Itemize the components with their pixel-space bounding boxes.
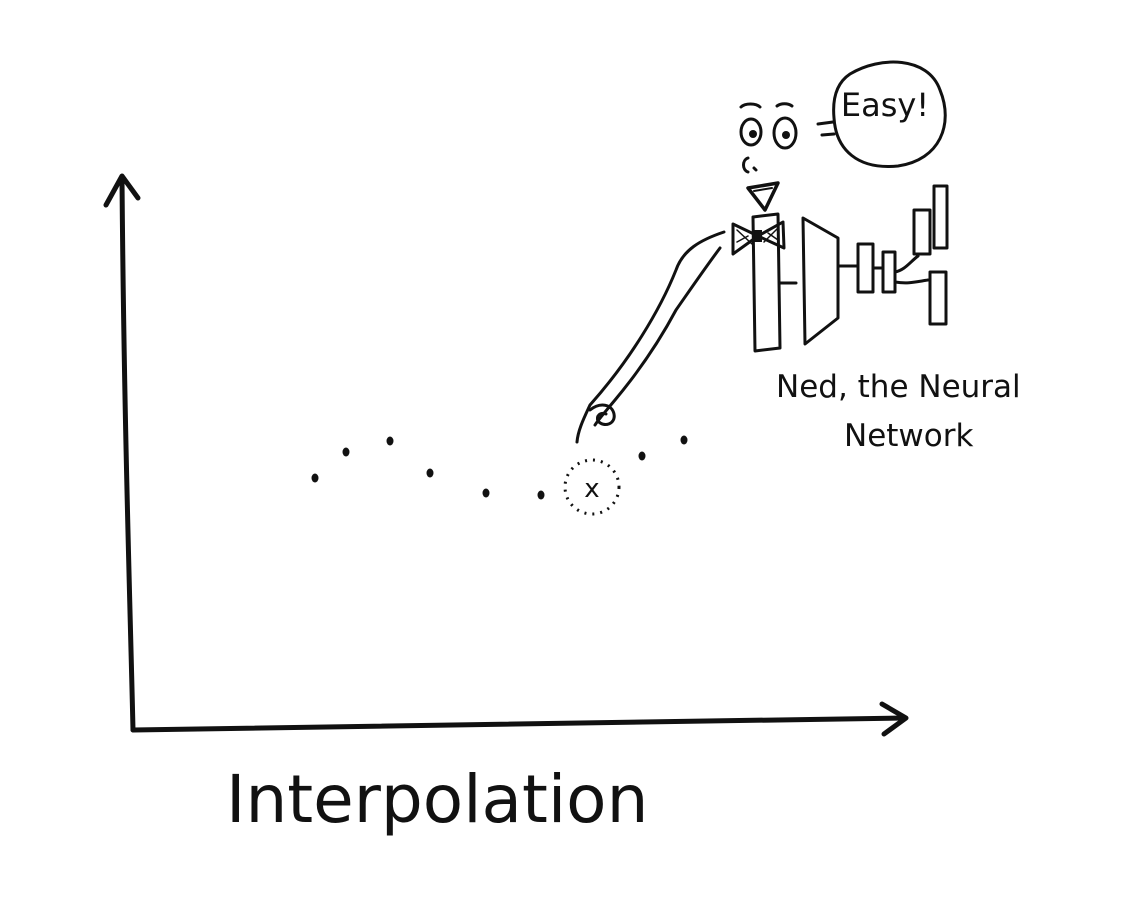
bow-tie [731, 220, 786, 256]
nose [742, 156, 758, 174]
data-point-5 [482, 488, 490, 498]
data-point-3 [386, 436, 394, 446]
data-point-7 [638, 451, 646, 461]
data-point-6 [537, 490, 545, 500]
query-point: x [563, 458, 621, 516]
speech-bubble-text: Easy! [841, 86, 929, 124]
character-label-line-2: Network [844, 418, 973, 454]
pointing-hand [588, 403, 616, 426]
diagram-title: Interpolation [226, 761, 648, 838]
ned-character [731, 102, 949, 353]
data-points [311, 435, 688, 500]
y-axis [119, 177, 136, 733]
y-axis-arrowhead [103, 173, 141, 208]
speech-bubble-tail [816, 120, 836, 137]
x-axis-arrowhead [879, 701, 909, 737]
mouth [746, 181, 780, 212]
query-dotted-circle [563, 458, 621, 516]
data-point-1 [311, 473, 319, 483]
data-point-4 [426, 468, 434, 478]
query-marker-label: x [584, 474, 599, 504]
x-axis [130, 715, 906, 733]
speech-bubble: Easy! [816, 60, 947, 169]
character-label: Ned, the Neural Network [776, 369, 1021, 454]
data-point-8 [680, 435, 688, 445]
data-point-2 [342, 447, 350, 457]
pointing-arm [575, 230, 726, 444]
network-layers [751, 184, 949, 353]
axes [103, 173, 909, 737]
right-eye [772, 116, 798, 150]
left-eye [739, 117, 763, 147]
character-label-line-1: Ned, the Neural [776, 369, 1021, 405]
